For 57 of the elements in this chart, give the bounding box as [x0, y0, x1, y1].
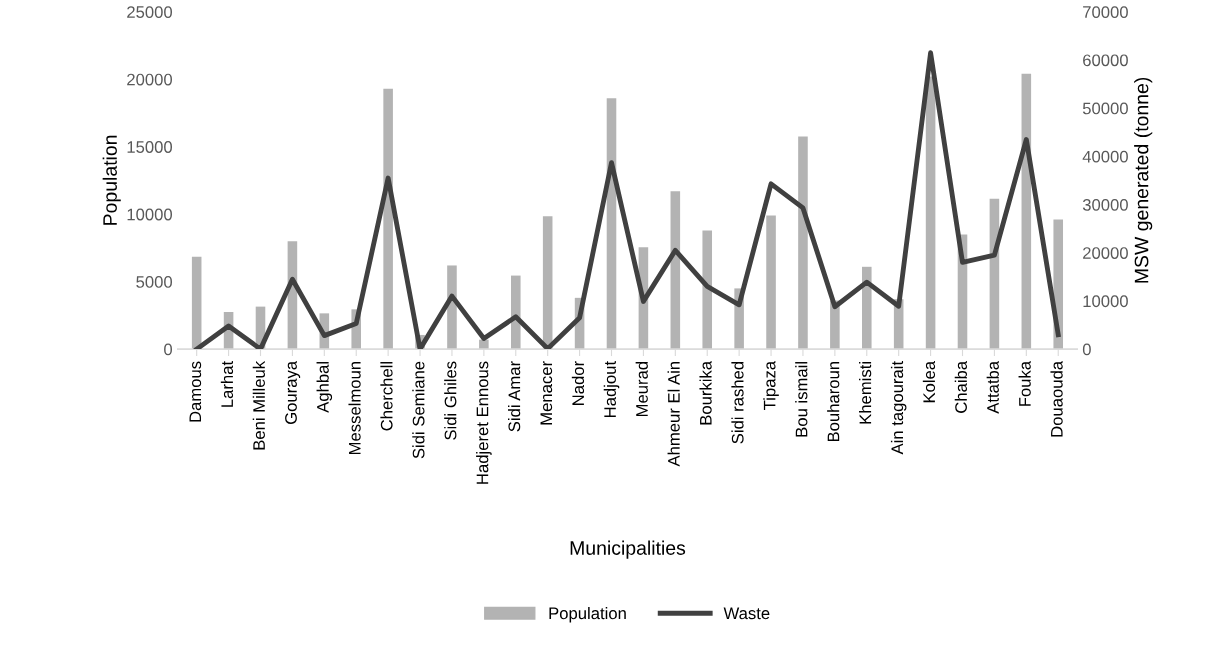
x-tick-label: Khemisti — [859, 362, 872, 424]
x-tick-label: Nador — [571, 361, 585, 405]
x-tick-label: Ahmeur El Ain — [667, 362, 680, 467]
x-tick-label: Douaouda — [1050, 360, 1063, 437]
x-tick-label: Sidi Ghiles — [444, 361, 457, 440]
bar — [861, 266, 872, 350]
x-tick-label: Chaiba — [954, 360, 967, 413]
x-tick-label: Beni Milleuk — [252, 360, 265, 450]
line-series — [194, 50, 1061, 350]
x-tick-label: Fouka — [1018, 360, 1031, 406]
bar — [702, 230, 713, 350]
y2-tick-label: 20000 — [1083, 247, 1128, 259]
y-tick-label: 5000 — [136, 276, 173, 288]
y2-tick-label: 70000 — [1083, 6, 1128, 18]
y-tick-label: 20000 — [127, 73, 173, 86]
x-tick-label: Attatba — [986, 360, 999, 414]
bar — [191, 256, 202, 350]
y-tick-label: 15000 — [127, 141, 173, 153]
y2-tick-label: 60000 — [1083, 54, 1128, 67]
legend-label: Population — [549, 606, 626, 623]
x-tick-label: Sidi Semiane — [412, 361, 425, 459]
y2-tick-label: 10000 — [1083, 295, 1128, 308]
y2-tick-label: 30000 — [1082, 198, 1128, 211]
bar — [447, 265, 457, 350]
y2-tick-label: 40000 — [1082, 150, 1128, 163]
x-tick-label: Kolea — [922, 360, 936, 403]
y-tick-label: 10000 — [127, 208, 173, 221]
x-tick-label: Bourkika — [699, 360, 712, 425]
x-tick-label: Ain tagourait — [890, 361, 907, 455]
bar — [510, 275, 521, 350]
x-tick-label: Bouharoun — [827, 362, 840, 442]
x-axis-title: Municipalities — [570, 540, 686, 559]
x-tick-label: Bou ismail — [795, 362, 808, 437]
x-tick-label: Tipaza — [763, 360, 779, 410]
x-tick-label: Gouraya — [285, 360, 301, 424]
bar — [766, 215, 776, 350]
y-axis-title: Population — [102, 135, 121, 225]
x-tick-label: Aghbal — [316, 362, 333, 413]
y-tick-label: 25000 — [127, 6, 173, 18]
bar — [798, 136, 808, 350]
y2-tick-label: 50000 — [1082, 102, 1128, 115]
x-tick-label: Sidi rashed — [731, 361, 744, 444]
x-tick-label: Cherchell — [380, 362, 393, 431]
x-tick-label: Sidi Amar — [508, 361, 521, 432]
bar — [383, 88, 393, 350]
x-tick-label: Messelmoun — [348, 362, 361, 455]
x-tick-label: Hadjout — [603, 361, 620, 417]
y-tick-label: 0 — [164, 343, 173, 356]
y2-axis-title: MSW generated (tonne) — [1134, 77, 1153, 283]
x-tick-label: Menacer — [540, 361, 553, 425]
legend-label: Waste — [723, 607, 770, 620]
x-tick-label: Meurad — [635, 361, 648, 417]
x-tick-label: Damous — [189, 361, 202, 422]
bar — [925, 76, 936, 350]
x-tick-label: Hadjeret Ennous — [476, 361, 492, 484]
y2-tick-label: 0 — [1082, 343, 1091, 356]
x-tick-label: Larhat — [220, 361, 234, 407]
